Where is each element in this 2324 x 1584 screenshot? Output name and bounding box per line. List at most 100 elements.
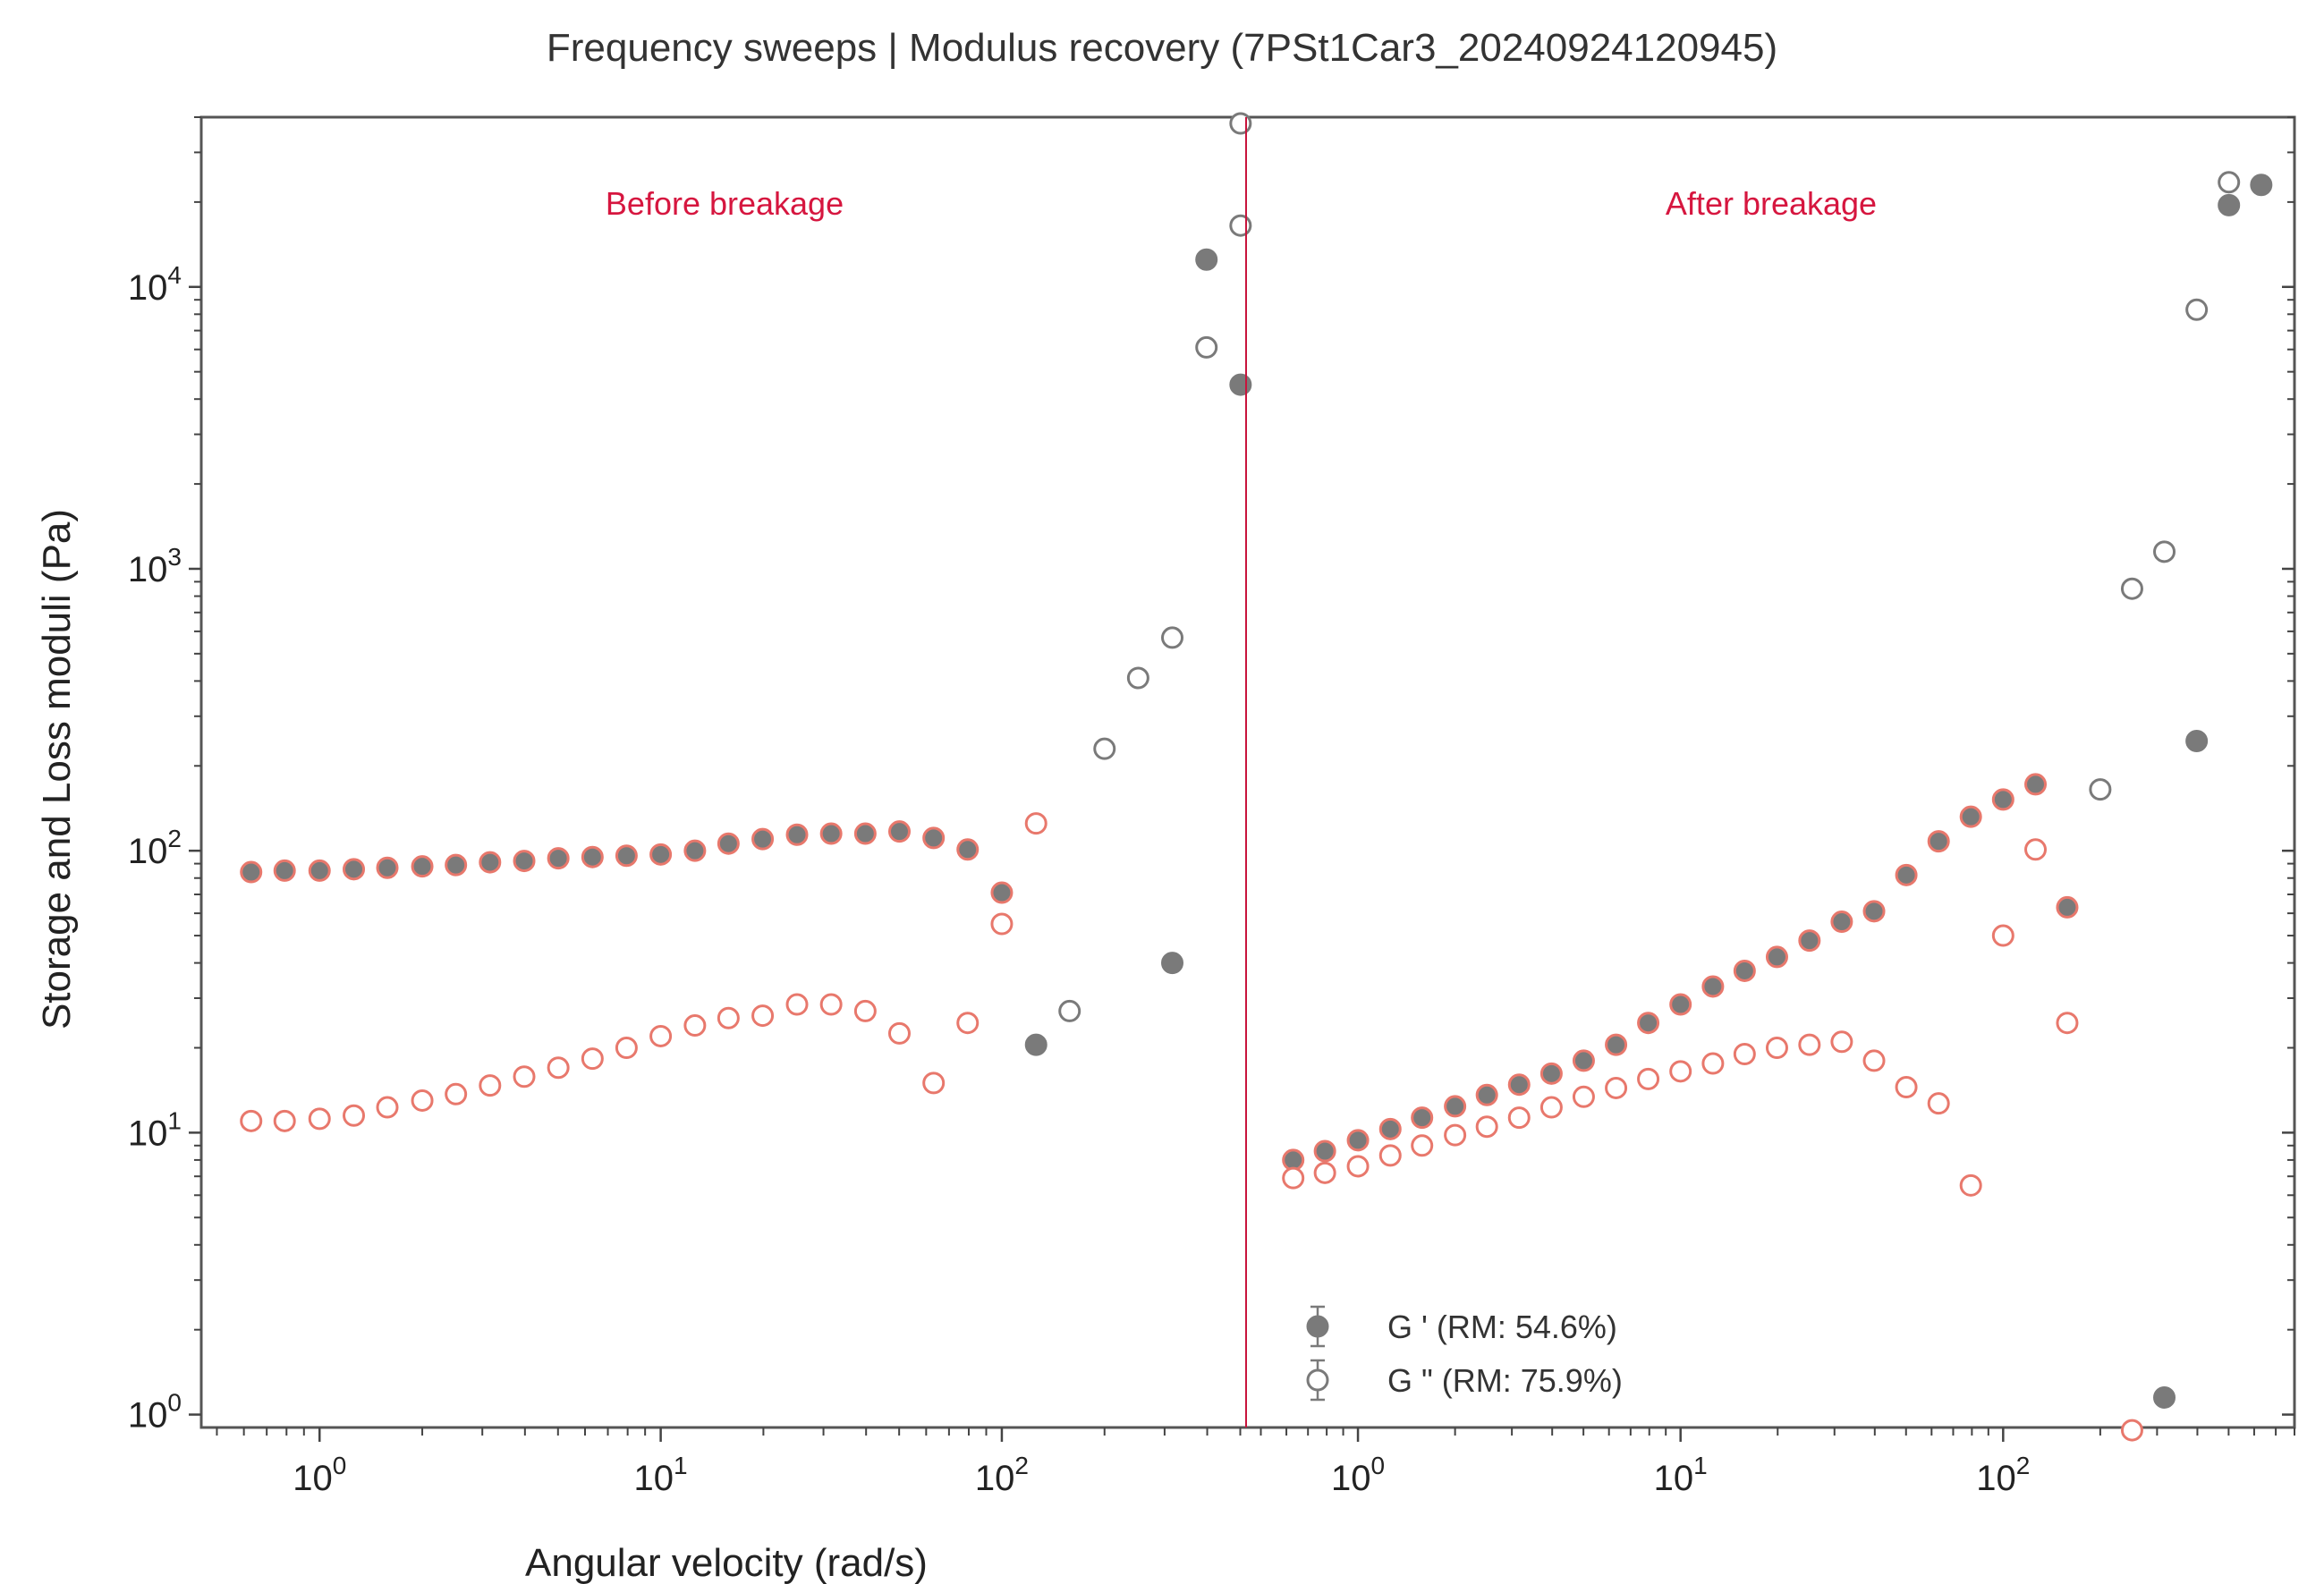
- loss-modulus-point: [376, 1096, 399, 1119]
- storage-modulus-point: [1862, 900, 1886, 923]
- x-tick-label: 102: [975, 1452, 1029, 1498]
- storage-modulus-point: [1798, 929, 1821, 953]
- loss-modulus-point: [1411, 1134, 1434, 1157]
- storage-modulus-point: [819, 822, 843, 845]
- loss-modulus-point: [819, 993, 843, 1016]
- loss-modulus-point: [1475, 1115, 1498, 1139]
- storage-modulus-point: [2250, 174, 2273, 197]
- storage-modulus-point: [2024, 773, 2048, 796]
- storage-modulus-point: [376, 856, 399, 879]
- storage-modulus-point: [615, 844, 638, 868]
- storage-modulus-point: [1229, 373, 1252, 396]
- loss-modulus-point: [1895, 1076, 1918, 1099]
- legend-label: G " (RM: 75.9%): [1387, 1362, 1623, 1399]
- loss-modulus-point: [683, 1014, 707, 1038]
- storage-modulus-point: [922, 826, 946, 850]
- storage-modulus-point: [411, 855, 434, 878]
- storage-modulus-point: [2185, 730, 2209, 753]
- x-tick-label: 102: [1976, 1452, 2030, 1498]
- x-tick-label: 100: [1331, 1452, 1385, 1498]
- loss-modulus-point: [1313, 1161, 1336, 1184]
- storage-modulus-point: [1539, 1062, 1563, 1085]
- storage-modulus-point: [1701, 975, 1725, 998]
- loss-modulus-point: [445, 1082, 468, 1105]
- y-tick-label: 103: [128, 543, 182, 589]
- loss-modulus-point: [1378, 1144, 1402, 1167]
- storage-modulus-point: [343, 858, 366, 881]
- loss-modulus-point: [1195, 335, 1218, 359]
- storage-modulus-point: [273, 859, 296, 882]
- loss-modulus-point: [513, 1065, 536, 1088]
- legend-open-marker: [1306, 1368, 1329, 1392]
- loss-modulus-point: [2024, 838, 2048, 861]
- loss-modulus-point: [2120, 1419, 2143, 1442]
- storage-modulus-point: [1927, 830, 1950, 853]
- loss-modulus-point: [1637, 1067, 1660, 1090]
- x-axis-label: Angular velocity (rad/s): [525, 1541, 928, 1584]
- storage-modulus-point: [1411, 1106, 1434, 1130]
- storage-modulus-point: [1161, 952, 1184, 975]
- legend-label: G ' (RM: 54.6%): [1387, 1309, 1617, 1345]
- legend: G ' (RM: 54.6%) G " (RM: 75.9%): [1306, 1305, 1623, 1402]
- loss-modulus-point: [1058, 999, 1081, 1022]
- loss-modulus-point: [717, 1006, 740, 1029]
- loss-modulus-point: [411, 1088, 434, 1112]
- storage-modulus-point: [1313, 1139, 1336, 1163]
- storage-modulus-point: [1195, 248, 1218, 271]
- storage-modulus-point: [479, 851, 502, 874]
- storage-modulus-point: [1669, 993, 1692, 1016]
- loss-modulus-point: [1605, 1076, 1628, 1099]
- storage-modulus-point: [513, 850, 536, 873]
- storage-modulus-point: [1346, 1129, 1370, 1152]
- storage-modulus-point: [1830, 911, 1853, 934]
- loss-modulus-point: [1093, 737, 1116, 760]
- loss-modulus-point: [1991, 924, 2014, 947]
- loss-modulus-point: [2089, 778, 2112, 801]
- storage-modulus-point: [785, 823, 809, 846]
- loss-modulus-point: [887, 1021, 911, 1045]
- x-tick-label: 101: [634, 1452, 688, 1498]
- storage-modulus-point: [1991, 788, 2014, 811]
- loss-modulus-point: [1798, 1033, 1821, 1056]
- storage-modulus-point: [649, 843, 673, 866]
- loss-modulus-point: [2218, 171, 2241, 194]
- storage-modulus-point: [956, 838, 980, 861]
- storage-modulus-point: [1895, 863, 1918, 886]
- storage-modulus-point: [887, 820, 911, 843]
- loss-modulus-point: [2185, 298, 2209, 321]
- loss-modulus-point: [751, 1004, 775, 1028]
- storage-modulus-point: [1765, 945, 1788, 969]
- loss-modulus-point: [547, 1056, 570, 1080]
- loss-modulus-point: [1444, 1123, 1467, 1147]
- storage-modulus-point: [240, 860, 263, 884]
- y-tick-label: 102: [128, 825, 182, 871]
- storage-modulus-point: [445, 853, 468, 877]
- loss-modulus-point: [343, 1104, 366, 1127]
- storage-modulus-point: [2056, 895, 2079, 919]
- loss-modulus-point: [308, 1107, 331, 1131]
- loss-modulus-point: [922, 1072, 946, 1095]
- storage-modulus-point: [547, 847, 570, 870]
- storage-modulus-point: [990, 881, 1014, 904]
- annotation-after: After breakage: [1666, 185, 1877, 222]
- storage-modulus-point: [2153, 1385, 2176, 1409]
- storage-modulus-point: [683, 839, 707, 862]
- storage-modulus-point: [751, 827, 775, 851]
- loss-modulus-point: [1701, 1052, 1725, 1075]
- loss-modulus-point: [956, 1012, 980, 1035]
- loss-modulus-point: [1346, 1155, 1370, 1178]
- storage-modulus-point: [717, 832, 740, 855]
- storage-modulus-point: [1024, 1033, 1047, 1056]
- storage-modulus-point: [853, 822, 877, 845]
- loss-modulus-point: [1862, 1049, 1886, 1072]
- loss-modulus-point: [240, 1109, 263, 1132]
- storage-modulus-point: [1444, 1095, 1467, 1118]
- loss-modulus-point: [853, 999, 877, 1022]
- loss-modulus-point: [273, 1109, 296, 1132]
- loss-modulus-point: [1282, 1166, 1305, 1190]
- loss-modulus-point: [1959, 1173, 1982, 1197]
- loss-modulus-point: [1229, 112, 1252, 135]
- loss-modulus-point: [1733, 1043, 1756, 1066]
- axis-ticks: 100 101 102 103 104 100 101 102 100 101 102: [128, 116, 2295, 1498]
